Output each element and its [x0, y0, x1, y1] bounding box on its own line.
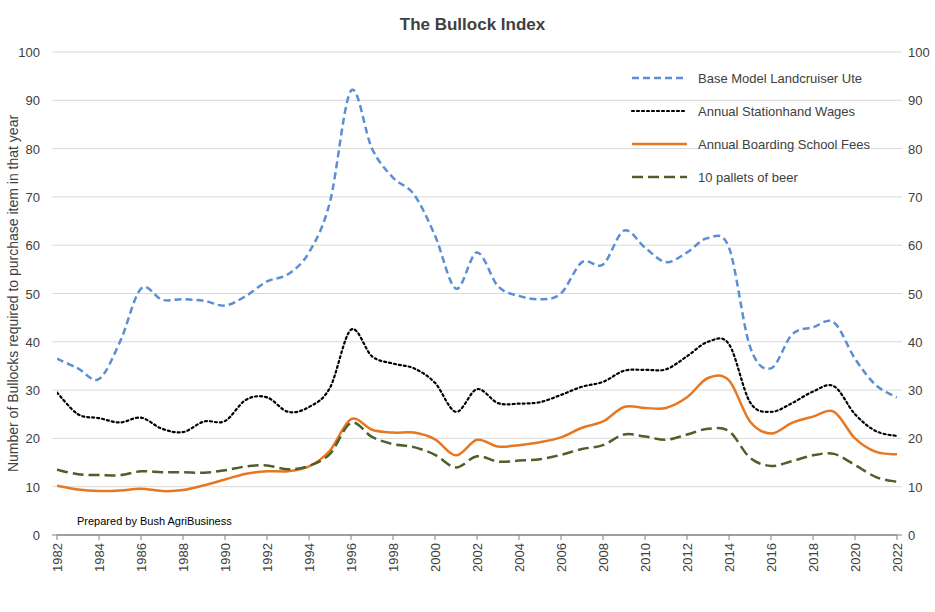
x-tick	[813, 535, 814, 540]
x-tick-label: 2000	[428, 543, 443, 572]
grid-line	[52, 486, 902, 487]
y2-tick-label: 80	[908, 142, 922, 157]
legend-label: Base Model Landcruiser Ute	[698, 71, 862, 86]
y2-tick-label: 10	[908, 480, 922, 495]
y2-tick-label: 90	[908, 93, 922, 108]
y-axis-label: Number of Bullocks required to purchase …	[5, 115, 21, 473]
series-line	[57, 329, 897, 436]
x-tick	[141, 535, 142, 540]
y-tick-label: 60	[26, 238, 40, 253]
x-tick	[225, 535, 226, 540]
y-tick-label: 80	[26, 142, 40, 157]
y-tick-label: 30	[26, 383, 40, 398]
y2-tick-label: 50	[908, 287, 922, 302]
x-tick	[267, 535, 268, 540]
grid-line	[52, 52, 902, 53]
y-tick-label: 90	[26, 93, 40, 108]
x-tick-label: 1994	[302, 543, 317, 572]
x-tick-label: 2012	[680, 543, 695, 572]
x-tick	[771, 535, 772, 540]
x-tick-label: 2020	[848, 543, 863, 572]
x-tick	[183, 535, 184, 540]
x-tick	[309, 535, 310, 540]
grid-line	[52, 100, 902, 101]
x-tick-label: 1992	[260, 543, 275, 572]
y2-tick-label: 40	[908, 335, 922, 350]
x-tick-label: 1982	[50, 543, 65, 572]
y2-tick-label: 0	[908, 528, 915, 543]
x-tick	[57, 535, 58, 540]
x-tick	[519, 535, 520, 540]
x-tick-label: 2002	[470, 543, 485, 572]
y2-tick-label: 30	[908, 383, 922, 398]
x-tick	[897, 535, 898, 540]
legend-swatch	[632, 143, 687, 146]
series-line	[57, 375, 897, 491]
x-tick	[477, 535, 478, 540]
x-tick	[855, 535, 856, 540]
x-tick	[393, 535, 394, 540]
background	[0, 0, 935, 612]
plot-lines	[57, 90, 897, 491]
legend-swatch	[632, 110, 687, 112]
x-tick	[351, 535, 352, 540]
x-tick-label: 2018	[806, 543, 821, 572]
legend: Base Model Landcruiser Ute Annual Station…	[632, 71, 871, 185]
grid-line	[52, 196, 902, 197]
x-tick-label: 1998	[386, 543, 401, 572]
y-tick-label: 100	[18, 45, 40, 60]
y-tick-label: 40	[26, 335, 40, 350]
y-tick-label: 20	[26, 431, 40, 446]
y-tick-label: 50	[26, 287, 40, 302]
legend-swatch	[632, 77, 687, 80]
x-tick	[99, 535, 100, 540]
grid-line	[52, 293, 902, 294]
y2-tick-label: 70	[908, 190, 922, 205]
grid-line	[52, 245, 902, 246]
x-tick-label: 2004	[512, 543, 527, 572]
x-tick	[603, 535, 604, 540]
x-tick-label: 2014	[722, 543, 737, 572]
y2-tick-label: 100	[908, 45, 930, 60]
y-tick-label: 0	[33, 528, 40, 543]
chart: The Bullock Index 0 10 20 30 40 50 60 70 80 90 100 0…	[0, 0, 935, 612]
x-tick	[561, 535, 562, 540]
legend-label: Annual Boarding School Fees	[698, 137, 871, 152]
x-tick	[687, 535, 688, 540]
grid-line	[52, 341, 902, 342]
y2-tick-label: 60	[908, 238, 922, 253]
legend-label: Annual Stationhand Wages	[698, 104, 856, 119]
x-tick-label: 1986	[134, 543, 149, 572]
x-tick-label: 2008	[596, 543, 611, 572]
x-tick-label: 1984	[92, 543, 107, 572]
x-tick-label: 1990	[218, 543, 233, 572]
series-line	[57, 423, 897, 482]
x-tick-label: 2006	[554, 543, 569, 572]
x-tick	[435, 535, 436, 540]
x-tick-label: 2022	[890, 543, 905, 572]
y-tick-label: 70	[26, 190, 40, 205]
legend-label: 10 pallets of beer	[698, 170, 798, 185]
annotation: Prepared by Bush AgriBusiness	[77, 515, 232, 527]
y-tick-label: 10	[26, 480, 40, 495]
x-tick	[645, 535, 646, 540]
title: The Bullock Index	[400, 15, 546, 34]
x-tick-label: 2010	[638, 543, 653, 572]
x-tick	[729, 535, 730, 540]
y2-tick-label: 20	[908, 431, 922, 446]
x-tick-label: 1996	[344, 543, 359, 572]
legend-swatch	[632, 176, 687, 179]
x-tick-label: 2016	[764, 543, 779, 572]
x-tick-label: 1988	[176, 543, 191, 572]
series-line	[57, 90, 897, 398]
